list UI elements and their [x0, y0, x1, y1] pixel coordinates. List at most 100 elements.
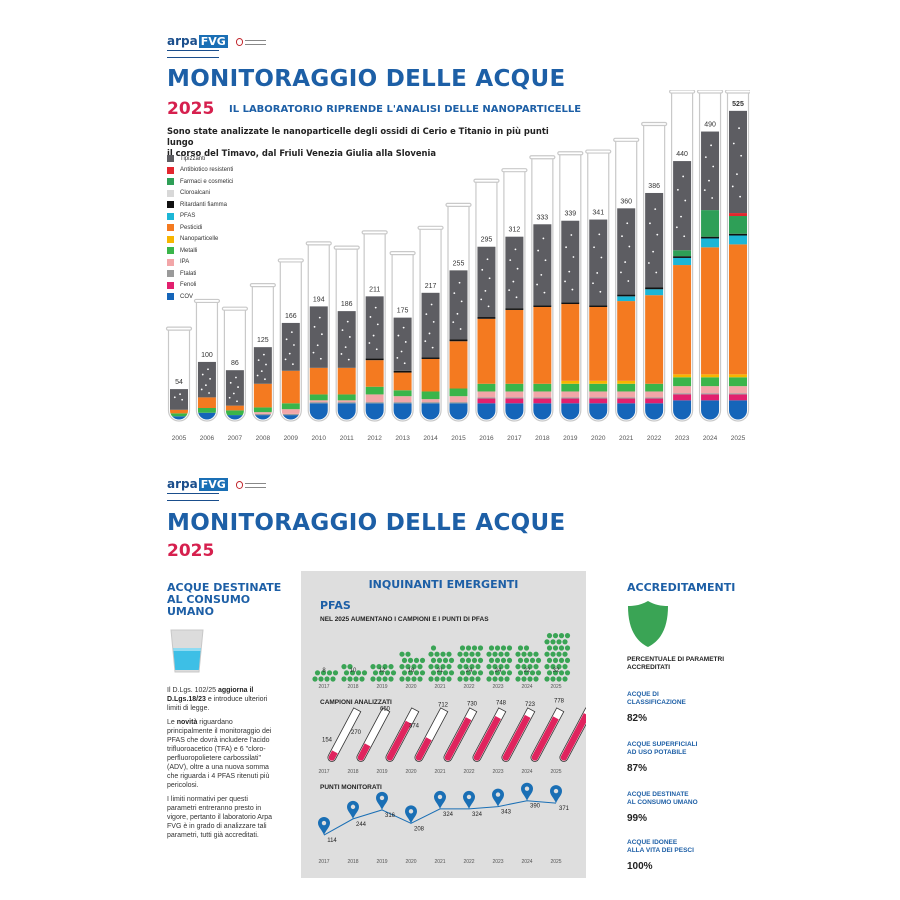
map-pin-shape — [405, 805, 417, 824]
campioni-tube-2017 — [327, 707, 362, 762]
map-pin-hole — [408, 809, 414, 814]
bar-segment-cov — [393, 403, 412, 420]
bar-segment-ftalati — [309, 402, 328, 404]
bar-segment-tipizzanti — [170, 389, 188, 410]
bar-segment-cov — [533, 403, 552, 420]
sparkle-dot — [732, 142, 735, 145]
bar-segment-fenoli — [561, 398, 580, 404]
pfas-dot — [550, 676, 556, 682]
sparkle-dot — [340, 353, 343, 355]
legend-item: Fenoli — [167, 280, 233, 292]
bar-segment-cov — [253, 415, 272, 420]
legend-item: Ritardanti fiamma — [167, 199, 233, 211]
legend-item: PFAS — [167, 211, 233, 223]
sparkle-dot — [348, 336, 351, 338]
subtitle: IL LABORATORIO RIPRENDE L'ANALISI DELLE … — [229, 104, 582, 115]
campioni-value: 650 — [380, 706, 391, 712]
bar-segment-tipizzanti — [337, 311, 356, 368]
map-pin-icon — [434, 790, 446, 809]
pfas-dot — [469, 676, 475, 682]
sparkle-dot — [708, 179, 710, 182]
tube-rim — [417, 225, 444, 230]
pfas-dot — [562, 639, 568, 645]
campioni-value: 712 — [438, 703, 449, 709]
pfas-dot — [556, 664, 562, 670]
sparkle-dot — [675, 226, 678, 229]
sparkle-dot — [512, 280, 515, 283]
test-tube-2007: 86 2007 — [221, 306, 249, 442]
campioni-year-label: 2022 — [463, 769, 474, 775]
bar-segment-ipa — [729, 386, 747, 394]
bar-segment-ritardanti-fiamma — [393, 370, 412, 373]
map-pin-icon — [318, 817, 330, 836]
punti-value: 371 — [559, 806, 570, 812]
pfas-dot — [434, 676, 440, 682]
test-tube-2010: 194 2010 — [305, 241, 332, 442]
pfas-dot — [413, 657, 420, 663]
map-pin-icon — [463, 790, 475, 809]
pfas-dot — [556, 651, 562, 657]
pfas-dot — [459, 657, 466, 663]
test-tube-2017: 312 2017 — [501, 168, 528, 442]
bar-segment-tipizzanti — [589, 219, 608, 306]
campioni-tube-2018 — [356, 707, 391, 762]
bar-segment-ritardanti-fiamma — [617, 294, 636, 297]
pfas-dot — [399, 676, 405, 682]
bar-segment-pesticidi — [561, 304, 580, 381]
punti-value: 324 — [443, 812, 454, 818]
map-pin-hole — [524, 786, 530, 791]
sparkle-dot — [284, 358, 287, 361]
bar-total-label: 255 — [453, 260, 465, 267]
sparkle-dot — [428, 332, 431, 335]
sparkle-dot — [431, 346, 434, 349]
accreditamento-label-line-2: AL CONSUMO UMANO — [627, 799, 698, 806]
test-tube-2018: 333 2018 — [529, 155, 556, 442]
bar-segment-pesticidi — [645, 295, 664, 384]
map-pin-shape — [521, 782, 533, 801]
pfas-dot — [407, 657, 414, 663]
tube-rim — [305, 241, 332, 246]
sparkle-dot — [486, 258, 489, 261]
x-tick-label: 2012 — [367, 435, 382, 442]
bar-segment-ritardanti-fiamma — [365, 358, 384, 361]
bar-total-label: 54 — [175, 379, 183, 386]
bar-segment-ipa — [701, 386, 720, 394]
legend-item: Metalli — [167, 245, 233, 257]
pfas-dot — [562, 651, 568, 657]
pfas-dot — [552, 633, 559, 639]
pfas-dot — [471, 670, 478, 676]
sparkle-dot — [652, 250, 654, 253]
punti-year-label: 2017 — [318, 859, 329, 865]
tube-rim — [389, 251, 416, 256]
pfas-dot — [312, 676, 318, 682]
bar-segment-metalli — [309, 394, 328, 401]
sparkle-dot — [207, 368, 209, 371]
pfas-dot — [434, 651, 440, 657]
bar-segment-ritardanti-fiamma — [645, 287, 664, 290]
legend-label: Antibiotico resistenti — [180, 167, 234, 174]
logo-box: FVG — [198, 34, 228, 48]
punti-value: 114 — [327, 838, 337, 844]
pfas-dot — [535, 657, 542, 663]
shield-icon — [628, 601, 668, 647]
pfas-dot — [521, 676, 527, 682]
punti-value: 343 — [501, 810, 512, 816]
accreditamenti-heading: ACCREDITAMENTI — [627, 581, 736, 594]
bar-segment-pfas — [673, 257, 692, 266]
pfas-dot — [382, 664, 388, 670]
campioni-value: 730 — [467, 701, 478, 707]
campioni-fill — [357, 743, 371, 761]
pfas-dot — [558, 657, 565, 663]
pfas-dot — [353, 676, 359, 682]
pfas-dot — [544, 651, 550, 657]
sparkle-dot — [256, 374, 259, 377]
bar-segment-ipa — [393, 396, 412, 403]
pfas-dot — [407, 670, 414, 676]
tube-rim — [529, 155, 556, 160]
bar-total-label: 186 — [341, 301, 353, 308]
bar-segment-nanoparticelle — [673, 374, 692, 378]
sparkle-dot — [319, 357, 322, 360]
pfas-dot — [552, 670, 559, 676]
tube-rim — [669, 90, 696, 94]
legend-item: Cloroalcani — [167, 188, 233, 200]
